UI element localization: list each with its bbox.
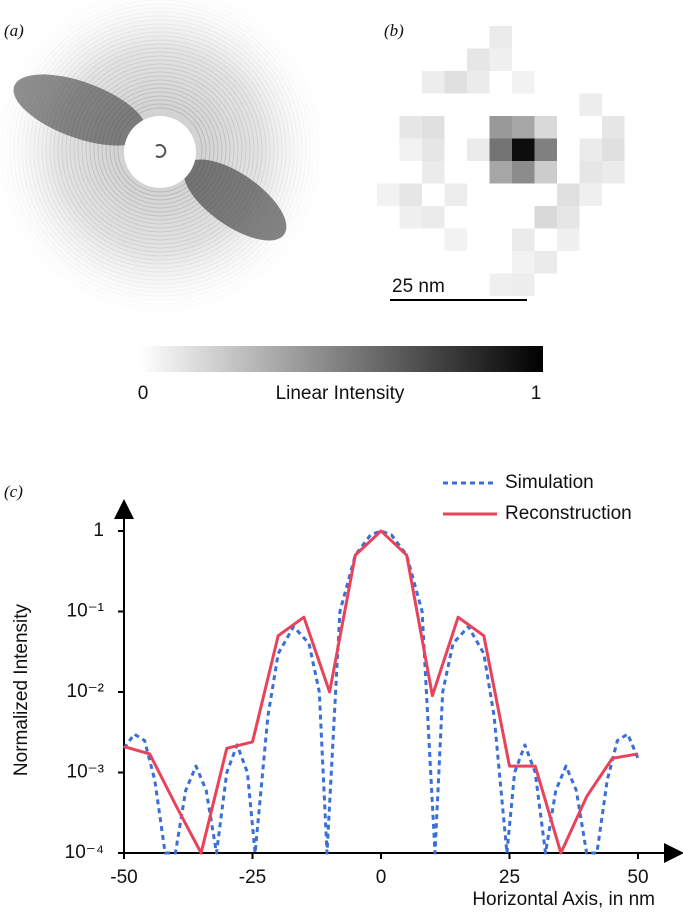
legend-label: Simulation (505, 472, 594, 493)
ring (25, 15, 295, 285)
ring (89, 79, 231, 221)
y-tick-label: 10⁻³ (67, 762, 105, 783)
pixel (489, 138, 512, 161)
pixel (444, 228, 467, 251)
ring (49, 39, 271, 261)
ring (109, 99, 211, 201)
colorbar (140, 346, 543, 372)
ring (77, 67, 243, 233)
ring (69, 59, 251, 241)
pixel (399, 138, 422, 161)
pixel (512, 228, 535, 251)
ring (21, 11, 299, 289)
pixel (467, 138, 490, 161)
ring (33, 23, 287, 277)
pixel (489, 273, 512, 296)
x-axis-title: Horizontal Axis, in nm (472, 889, 655, 910)
pixel (399, 116, 422, 139)
pixel (422, 71, 445, 94)
pixel (602, 161, 625, 184)
pixel (579, 93, 602, 116)
pixel (489, 48, 512, 71)
ring (41, 31, 279, 269)
pixel (534, 206, 557, 229)
x-tick-label: 25 (499, 867, 520, 888)
pixel (444, 183, 467, 206)
series-line (123, 529, 639, 855)
pixel (512, 71, 535, 94)
ring (105, 95, 215, 205)
scale-bar-label: 25 nm (392, 276, 445, 297)
y-tick-label: 10⁻⁴ (65, 842, 104, 863)
pixel (557, 228, 580, 251)
pixel (512, 161, 535, 184)
pixel (512, 273, 535, 296)
pixel (602, 138, 625, 161)
pixel (512, 116, 535, 139)
pixel (422, 161, 445, 184)
pixel (467, 71, 490, 94)
pixel (489, 26, 512, 49)
colorbar-max: 1 (531, 383, 542, 404)
pixel (557, 206, 580, 229)
y-tick-label: 10⁻² (67, 681, 105, 702)
ring (117, 107, 203, 193)
colorbar-min: 0 (138, 383, 149, 404)
panel-label: (a) (4, 21, 24, 40)
y-axis-title: Normalized Intensity (11, 603, 32, 776)
pixel (377, 183, 400, 206)
pixel (534, 251, 557, 274)
pixel (579, 161, 602, 184)
ring (17, 7, 303, 293)
pixel (444, 71, 467, 94)
pixel (422, 138, 445, 161)
ring (73, 63, 247, 237)
y-tick-label: 10⁻¹ (67, 601, 105, 622)
legend-label: Reconstruction (505, 503, 632, 524)
ring (101, 91, 219, 209)
ring (57, 47, 263, 253)
pixel (512, 138, 535, 161)
pixel (557, 183, 580, 206)
pixel (534, 116, 557, 139)
pixel (489, 161, 512, 184)
pixel (534, 138, 557, 161)
reconstruction-image (377, 26, 625, 296)
ring (53, 43, 267, 257)
ring (45, 35, 275, 265)
colorbar-title: Linear Intensity (276, 383, 405, 404)
pixel (399, 206, 422, 229)
pixel (534, 161, 557, 184)
ring (29, 19, 291, 281)
x-tick-label: 50 (627, 867, 648, 888)
panel-label: (c) (4, 482, 23, 501)
pixel (512, 251, 535, 274)
ring (85, 75, 235, 225)
pixel (422, 116, 445, 139)
diffraction-image (0, 0, 330, 320)
ring (97, 87, 223, 213)
pixel (579, 183, 602, 206)
x-tick-label: -50 (110, 867, 137, 888)
x-tick-label: 0 (376, 867, 387, 888)
y-tick-label: 1 (93, 520, 104, 541)
ring (113, 103, 207, 197)
ring (61, 51, 259, 249)
ring (81, 71, 239, 229)
panel-label: (b) (384, 21, 404, 40)
pixel (422, 206, 445, 229)
series-line (122, 529, 640, 855)
pixel (489, 116, 512, 139)
ring (65, 55, 255, 245)
pixel (467, 48, 490, 71)
pixel (602, 116, 625, 139)
x-tick-label: -25 (239, 867, 266, 888)
ring (93, 83, 227, 217)
pixel (579, 138, 602, 161)
ring (37, 27, 283, 273)
pixel (399, 183, 422, 206)
